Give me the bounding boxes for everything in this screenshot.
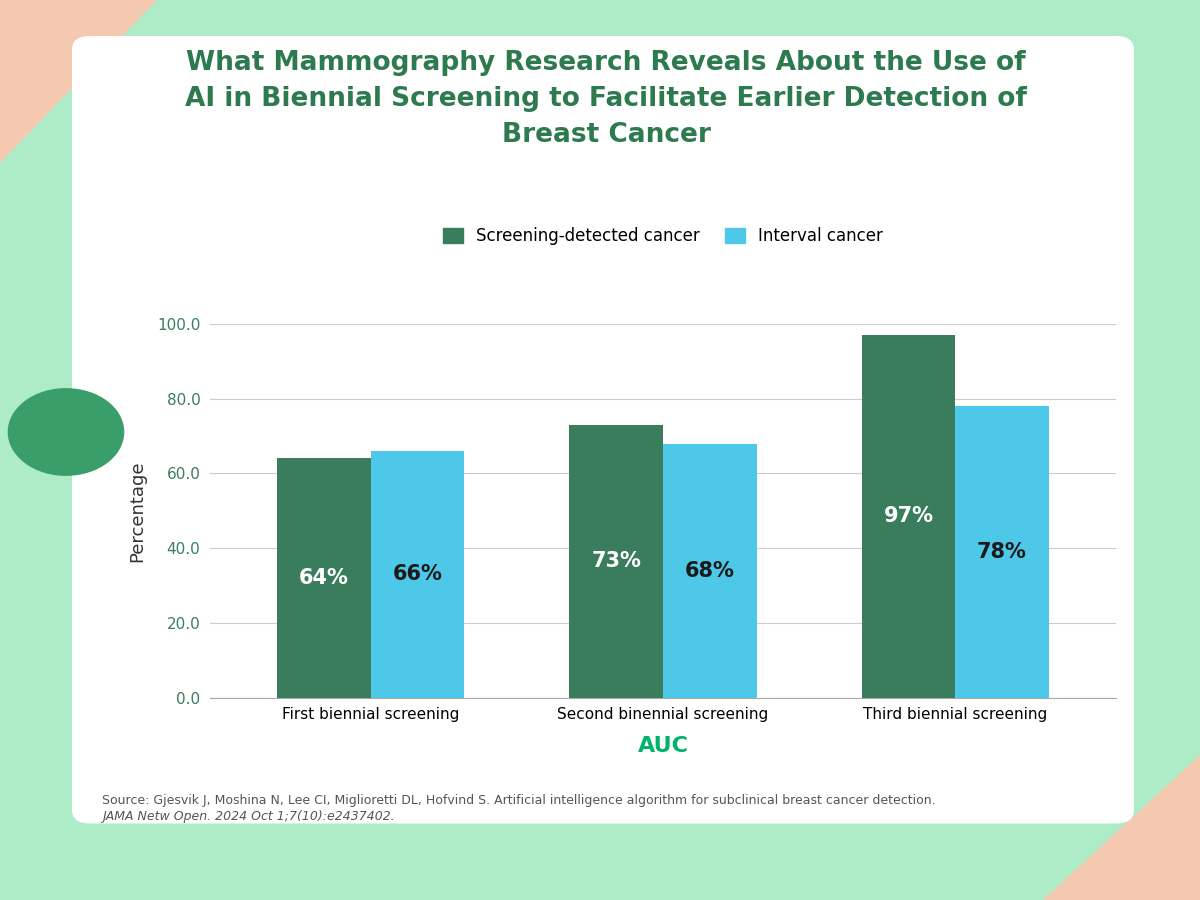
X-axis label: AUC: AUC — [637, 736, 689, 756]
Bar — [570, 425, 662, 698]
Text: What Mammography Research Reveals About the Use of
AI in Biennial Screening to F: What Mammography Research Reveals About … — [185, 50, 1027, 148]
Text: 97%: 97% — [883, 507, 934, 526]
Text: 66%: 66% — [392, 564, 443, 584]
Bar — [862, 335, 955, 698]
Text: 64%: 64% — [299, 568, 349, 588]
Bar — [277, 458, 371, 698]
Text: 73%: 73% — [592, 551, 641, 572]
Text: JAMA Netw Open. 2024 Oct 1;7(10):e2437402.: JAMA Netw Open. 2024 Oct 1;7(10):e243740… — [102, 810, 395, 823]
Legend: Screening-detected cancer, Interval cancer: Screening-detected cancer, Interval canc… — [436, 220, 890, 252]
Text: 78%: 78% — [977, 542, 1027, 562]
Bar — [955, 406, 1049, 698]
Bar — [371, 451, 464, 698]
Bar — [662, 444, 756, 698]
Text: Source: Gjesvik J, Moshina N, Lee CI, Miglioretti DL, Hofvind S. Artificial inte: Source: Gjesvik J, Moshina N, Lee CI, Mi… — [102, 794, 936, 806]
Y-axis label: Percentage: Percentage — [127, 460, 145, 562]
Text: 68%: 68% — [685, 561, 734, 581]
